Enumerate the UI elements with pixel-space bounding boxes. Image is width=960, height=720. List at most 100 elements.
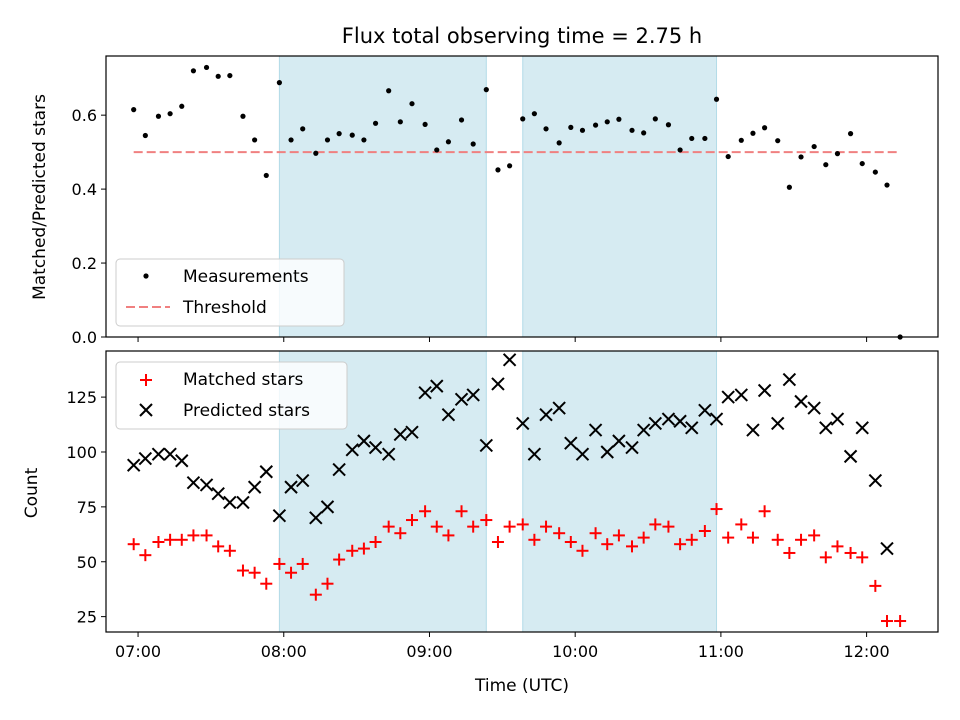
matched-stars-point [405, 514, 418, 527]
measurement-point [397, 119, 403, 125]
matched-stars-point [480, 514, 493, 527]
predicted-stars-point [163, 447, 177, 461]
shaded-span [522, 350, 718, 633]
bottom-panel: 25 50 75 100 125 07:00 08:00 09:00 10:00 11:00 12… [22, 350, 939, 696]
matched-stars-point [285, 566, 298, 579]
predicted-stars-point [757, 383, 772, 398]
predicted-stars-point [430, 379, 444, 393]
matched-stars-point [783, 546, 796, 559]
matched-stars-point [540, 520, 553, 533]
legend-measurements-marker [143, 273, 149, 279]
matched-stars-point [808, 529, 821, 542]
legend-measurements-label: Measurements [183, 267, 309, 287]
matched-stars-point [357, 542, 370, 555]
predicted-stars-point [332, 462, 346, 477]
measurement-points [131, 64, 903, 340]
measurement-point [604, 119, 610, 125]
measurement-point [349, 132, 355, 138]
measurement-point [313, 150, 319, 156]
predicted-stars-point [272, 508, 287, 523]
predicted-stars-point [734, 388, 748, 402]
matched-stars-point [576, 544, 589, 557]
measurement-point [227, 72, 233, 79]
matched-stars-point [710, 503, 723, 516]
measurement-point [131, 107, 137, 113]
matched-stars-point [831, 540, 844, 553]
measurement-point [568, 124, 574, 130]
top-panel: 0.0 0.2 0.4 0.6 Matched/Predicted stars Mea… [30, 55, 939, 347]
predicted-stars-point [186, 476, 201, 490]
measurement-point [811, 143, 817, 150]
matched-stars-point [260, 577, 273, 590]
matched-stars-point [528, 533, 541, 546]
y-tick-label: 0.6 [72, 106, 97, 125]
predicted-stars-point [466, 388, 480, 402]
matched-stars-point [601, 538, 614, 551]
measurement-point [458, 117, 465, 123]
matched-stars-point [419, 505, 432, 518]
predicted-stars-point [698, 403, 712, 417]
predicted-stars-point [539, 407, 553, 422]
predicted-stars-point [612, 434, 626, 448]
matched-stars-point [346, 544, 359, 557]
measurement-point [775, 138, 781, 144]
measurement-point [300, 126, 306, 132]
predicted-stars-point [441, 407, 456, 422]
matched-stars-point [612, 529, 625, 542]
predicted-stars-point [284, 480, 298, 494]
matched-stars-point [856, 551, 869, 564]
top-legend: Measurements Threshold [115, 258, 345, 327]
predicted-stars-point [418, 386, 432, 400]
predicted-stars-point [527, 447, 542, 461]
measurement-point [677, 147, 683, 153]
predicted-stars-point [843, 449, 858, 464]
measurement-point [179, 103, 185, 109]
measurement-point [240, 113, 246, 119]
predicted-stars-point [199, 478, 214, 492]
predicted-stars-point [807, 401, 821, 415]
predicted-stars-point [502, 353, 517, 367]
bottom-shaded-spans [278, 350, 718, 633]
chart-title: Flux total observing time = 2.75 h [342, 24, 702, 48]
matched-stars-point [430, 520, 443, 533]
predicted-stars-point [211, 486, 225, 501]
predicted-stars-point [320, 500, 335, 514]
predicted-stars-point [151, 447, 166, 461]
measurement-point [386, 88, 392, 94]
measurement-point [786, 184, 792, 190]
legend-predicted-marker [139, 403, 153, 417]
predicted-stars-point [709, 412, 724, 426]
matched-stars-point [223, 544, 236, 557]
predicted-stars-point [819, 421, 833, 435]
predicted-stars-point [830, 412, 845, 426]
predicted-stars-point [345, 443, 359, 457]
measurement-point [702, 135, 708, 142]
predicted-stars-point [516, 416, 530, 431]
matched-stars-point [722, 531, 735, 544]
predicted-stars-point [126, 458, 141, 472]
measurement-point [847, 131, 854, 137]
x-tick-label: 09:00 [406, 642, 452, 661]
measurement-point [203, 64, 210, 71]
x-tick-label: 12:00 [844, 642, 890, 661]
predicted-stars-point [393, 427, 408, 442]
matched-stars-point [200, 529, 213, 542]
predicted-stars-point [782, 372, 797, 387]
legend-threshold-label: Threshold [182, 298, 267, 318]
matched-stars-point [637, 531, 650, 544]
measurement-point [434, 147, 440, 153]
measurement-point [641, 130, 647, 136]
measurement-point [579, 127, 586, 133]
measurement-point [531, 111, 537, 117]
matched-stars-point [164, 533, 177, 546]
predicted-stars-point [746, 423, 760, 437]
matched-stars-point [881, 615, 894, 628]
predicted-stars-point [636, 423, 651, 437]
predicted-stars-point [175, 454, 189, 468]
measurement-point [762, 125, 768, 131]
shaded-span [522, 55, 718, 338]
bottom-legend-box [115, 361, 348, 430]
matched-stars-point [746, 531, 759, 544]
measurement-point [616, 116, 622, 122]
measurement-point [324, 137, 331, 143]
